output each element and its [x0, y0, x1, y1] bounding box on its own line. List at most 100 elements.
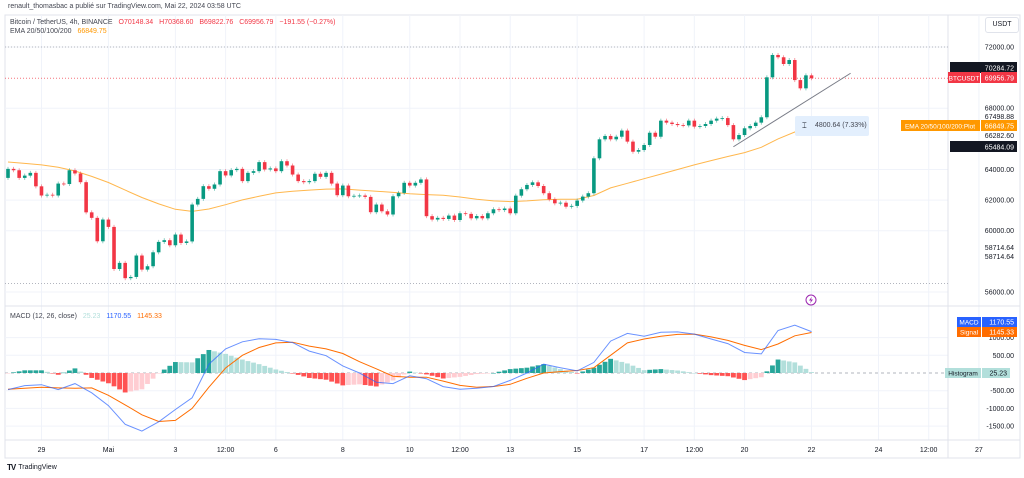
histogram-bar: [195, 358, 201, 373]
tradingview-brand: TradingView: [18, 464, 57, 471]
candle-up: [720, 118, 725, 119]
ema-line: [7, 125, 812, 212]
histogram-bar: [630, 365, 636, 373]
price-axis[interactable]: 72000.00 68000.00 64000.00 62000.00 60000.00…: [985, 45, 1014, 297]
candle-down: [608, 135, 613, 140]
histogram-bar: [747, 373, 753, 380]
candle-down: [106, 219, 111, 227]
candle-down: [497, 209, 501, 211]
macd-line: [7, 324, 812, 432]
candle-up: [592, 158, 596, 194]
signal-price-text: 1145.33: [989, 330, 1014, 337]
price-range-measure[interactable]: ⌶ 4800.64 (7.33%): [795, 116, 869, 136]
candle-down: [380, 204, 384, 212]
candle-up: [742, 128, 747, 136]
candle-down: [89, 212, 94, 218]
histogram-bar: [641, 370, 647, 373]
histogram-bar: [139, 373, 145, 390]
tradingview-logo[interactable]: TV TradingView: [7, 463, 57, 472]
candle-up: [714, 118, 719, 121]
low-price-text: 65484.09: [985, 145, 1014, 152]
histogram-bar: [44, 371, 50, 373]
histogram-bar: [262, 365, 268, 373]
candle-down: [731, 125, 736, 140]
currency-button[interactable]: USDT: [985, 17, 1019, 33]
candle-down: [692, 120, 697, 127]
histogram-bar: [792, 362, 798, 373]
candle-down: [536, 182, 540, 187]
histogram-bar: [429, 373, 435, 376]
macd-legend-label[interactable]: MACD (12, 26, close): [10, 313, 77, 320]
time-tick-label: 3: [173, 447, 177, 454]
ema-legend-label[interactable]: EMA 20/50/100/200: [10, 28, 72, 35]
macd-legend: MACD (12, 26, close) 25.23 1170.55 1145.…: [10, 313, 162, 320]
histogram-bar: [513, 368, 519, 373]
histogram-bar: [340, 373, 346, 386]
candle-up: [402, 182, 406, 193]
macd-axis[interactable]: 1000.00 500.00 -500.00 -1000.00 -1500.00: [986, 335, 1014, 430]
histogram-bar: [691, 373, 697, 374]
candle-up: [229, 170, 233, 176]
lightning-icon[interactable]: [805, 294, 817, 306]
histogram-bar: [223, 353, 229, 373]
histogram-bar: [66, 370, 72, 373]
candles: [6, 52, 814, 281]
symbol-title[interactable]: Bitcoin / TetherUS, 4h, BINANCE: [10, 19, 113, 26]
candle-up: [56, 183, 61, 196]
histogram-bar: [602, 361, 608, 373]
candle-up: [575, 200, 579, 206]
macd-pane: [5, 324, 814, 432]
symbol-legend: Bitcoin / TetherUS, 4h, BINANCE O70148.3…: [10, 19, 335, 26]
time-tick-label: 12:00: [686, 447, 704, 454]
candle-up: [22, 175, 27, 178]
candle-up: [357, 195, 362, 197]
candle-up: [251, 171, 256, 173]
histogram-bar: [496, 371, 502, 373]
candle-up: [67, 170, 72, 185]
histogram-bar: [786, 361, 792, 373]
histogram-bar: [809, 372, 814, 373]
time-axis[interactable]: 29 Mai 3 12:00 6 8 10 12:00 13 15 17 12:00 20 22 24 12:…: [38, 447, 983, 454]
histogram-bar: [33, 370, 39, 373]
candle-up: [620, 130, 624, 137]
histogram-bar: [574, 373, 580, 374]
price-tick-label: 58714.64: [985, 245, 1014, 252]
histogram-bar: [418, 373, 424, 374]
histogram-bar: [407, 371, 413, 373]
trendline-drawing[interactable]: [733, 72, 851, 148]
candle-up: [513, 195, 518, 214]
histogram-bar: [279, 370, 284, 373]
ohlc-open: O70148.34: [118, 19, 154, 26]
macd-legend-hist: 25.23: [82, 313, 101, 320]
candle-down: [670, 122, 674, 125]
candle-up: [804, 75, 808, 89]
candle-up: [212, 184, 217, 189]
histogram-bar: [385, 373, 390, 383]
candle-up: [218, 171, 222, 185]
histogram-bar: [206, 349, 212, 373]
candle-up: [486, 213, 490, 219]
signal-tag: Signal 1145.33: [957, 327, 1017, 337]
histogram-bar: [680, 371, 686, 373]
histogram-bar: [351, 373, 357, 385]
candle-down: [95, 217, 100, 242]
ema-series: [7, 125, 812, 212]
candle-down: [140, 255, 144, 270]
histogram-bar: [652, 369, 658, 373]
histogram-bar: [714, 373, 720, 376]
histogram-bar: [658, 369, 664, 373]
macd-tick-label: 1000.00: [989, 335, 1014, 342]
candle-up: [413, 182, 418, 186]
macd-price-text: 1170.55: [989, 320, 1014, 327]
histogram-bar: [173, 362, 178, 373]
candle-down: [452, 215, 457, 221]
candle-up: [580, 196, 585, 201]
candle-down: [329, 172, 334, 184]
histogram-bar: [518, 368, 524, 373]
histogram-bar: [697, 373, 703, 374]
signal-line: [7, 332, 812, 423]
candle-down: [84, 182, 88, 213]
candle-up: [636, 150, 641, 152]
time-tick-label: 29: [38, 447, 46, 454]
